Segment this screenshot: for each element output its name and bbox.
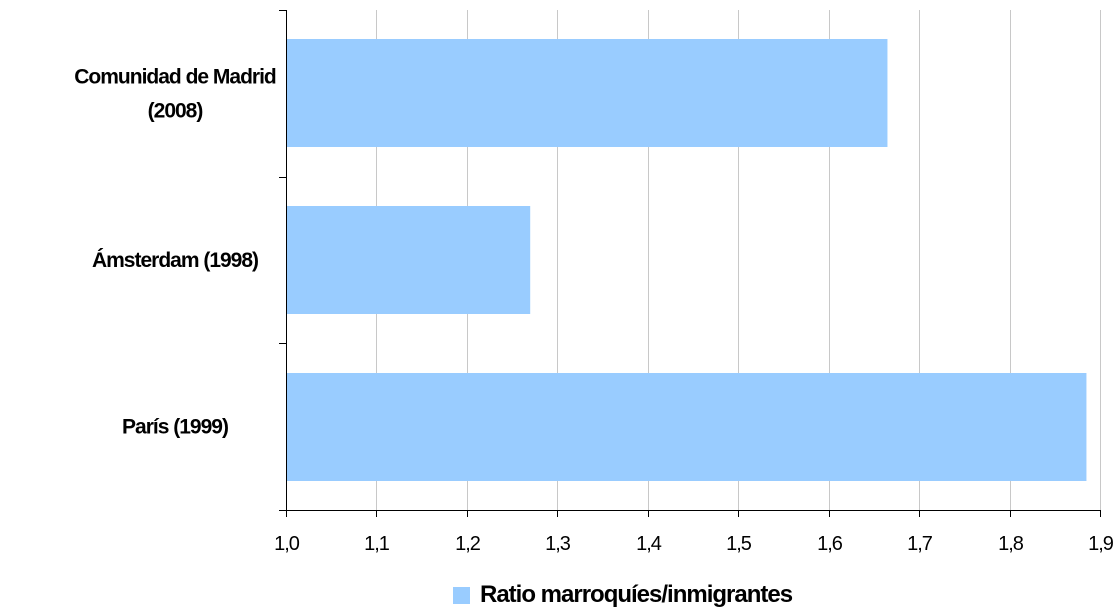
category-label: Comunidad de Madrid [74, 65, 276, 88]
bar [286, 373, 1087, 481]
x-tick-label: 1,3 [545, 533, 571, 555]
category-label: (2008) [148, 99, 203, 122]
bars [286, 39, 1087, 481]
legend-swatch [453, 586, 470, 604]
x-tick-label: 1,8 [998, 533, 1024, 555]
x-tick-label: 1,7 [907, 533, 933, 555]
axes [279, 10, 1101, 517]
x-tick-labels: 1,0 1,1 1,2 1,3 1,4 1,5 1,6 1,7 1,8 1,9 [274, 533, 1115, 555]
bar [286, 206, 531, 314]
x-tick-label: 1,1 [364, 533, 390, 555]
x-tick-label: 1,0 [274, 533, 300, 555]
category-label: París (1999) [122, 416, 228, 439]
x-tick-label: 1,6 [817, 533, 843, 555]
category-label: Ámsterdam (1998) [92, 249, 258, 272]
category-labels: Comunidad de Madrid (2008) Ámsterdam (1998… [74, 65, 277, 439]
x-tick-label: 1,4 [636, 533, 662, 555]
x-tick-label: 1,5 [726, 533, 752, 555]
legend-label: Ratio marroquíes/inmigrantes [480, 581, 793, 608]
legend: Ratio marroquíes/inmigrantes [453, 581, 793, 609]
x-tick-label: 1,9 [1088, 533, 1114, 555]
x-tick-label: 1,2 [455, 533, 481, 555]
bar [286, 39, 888, 147]
